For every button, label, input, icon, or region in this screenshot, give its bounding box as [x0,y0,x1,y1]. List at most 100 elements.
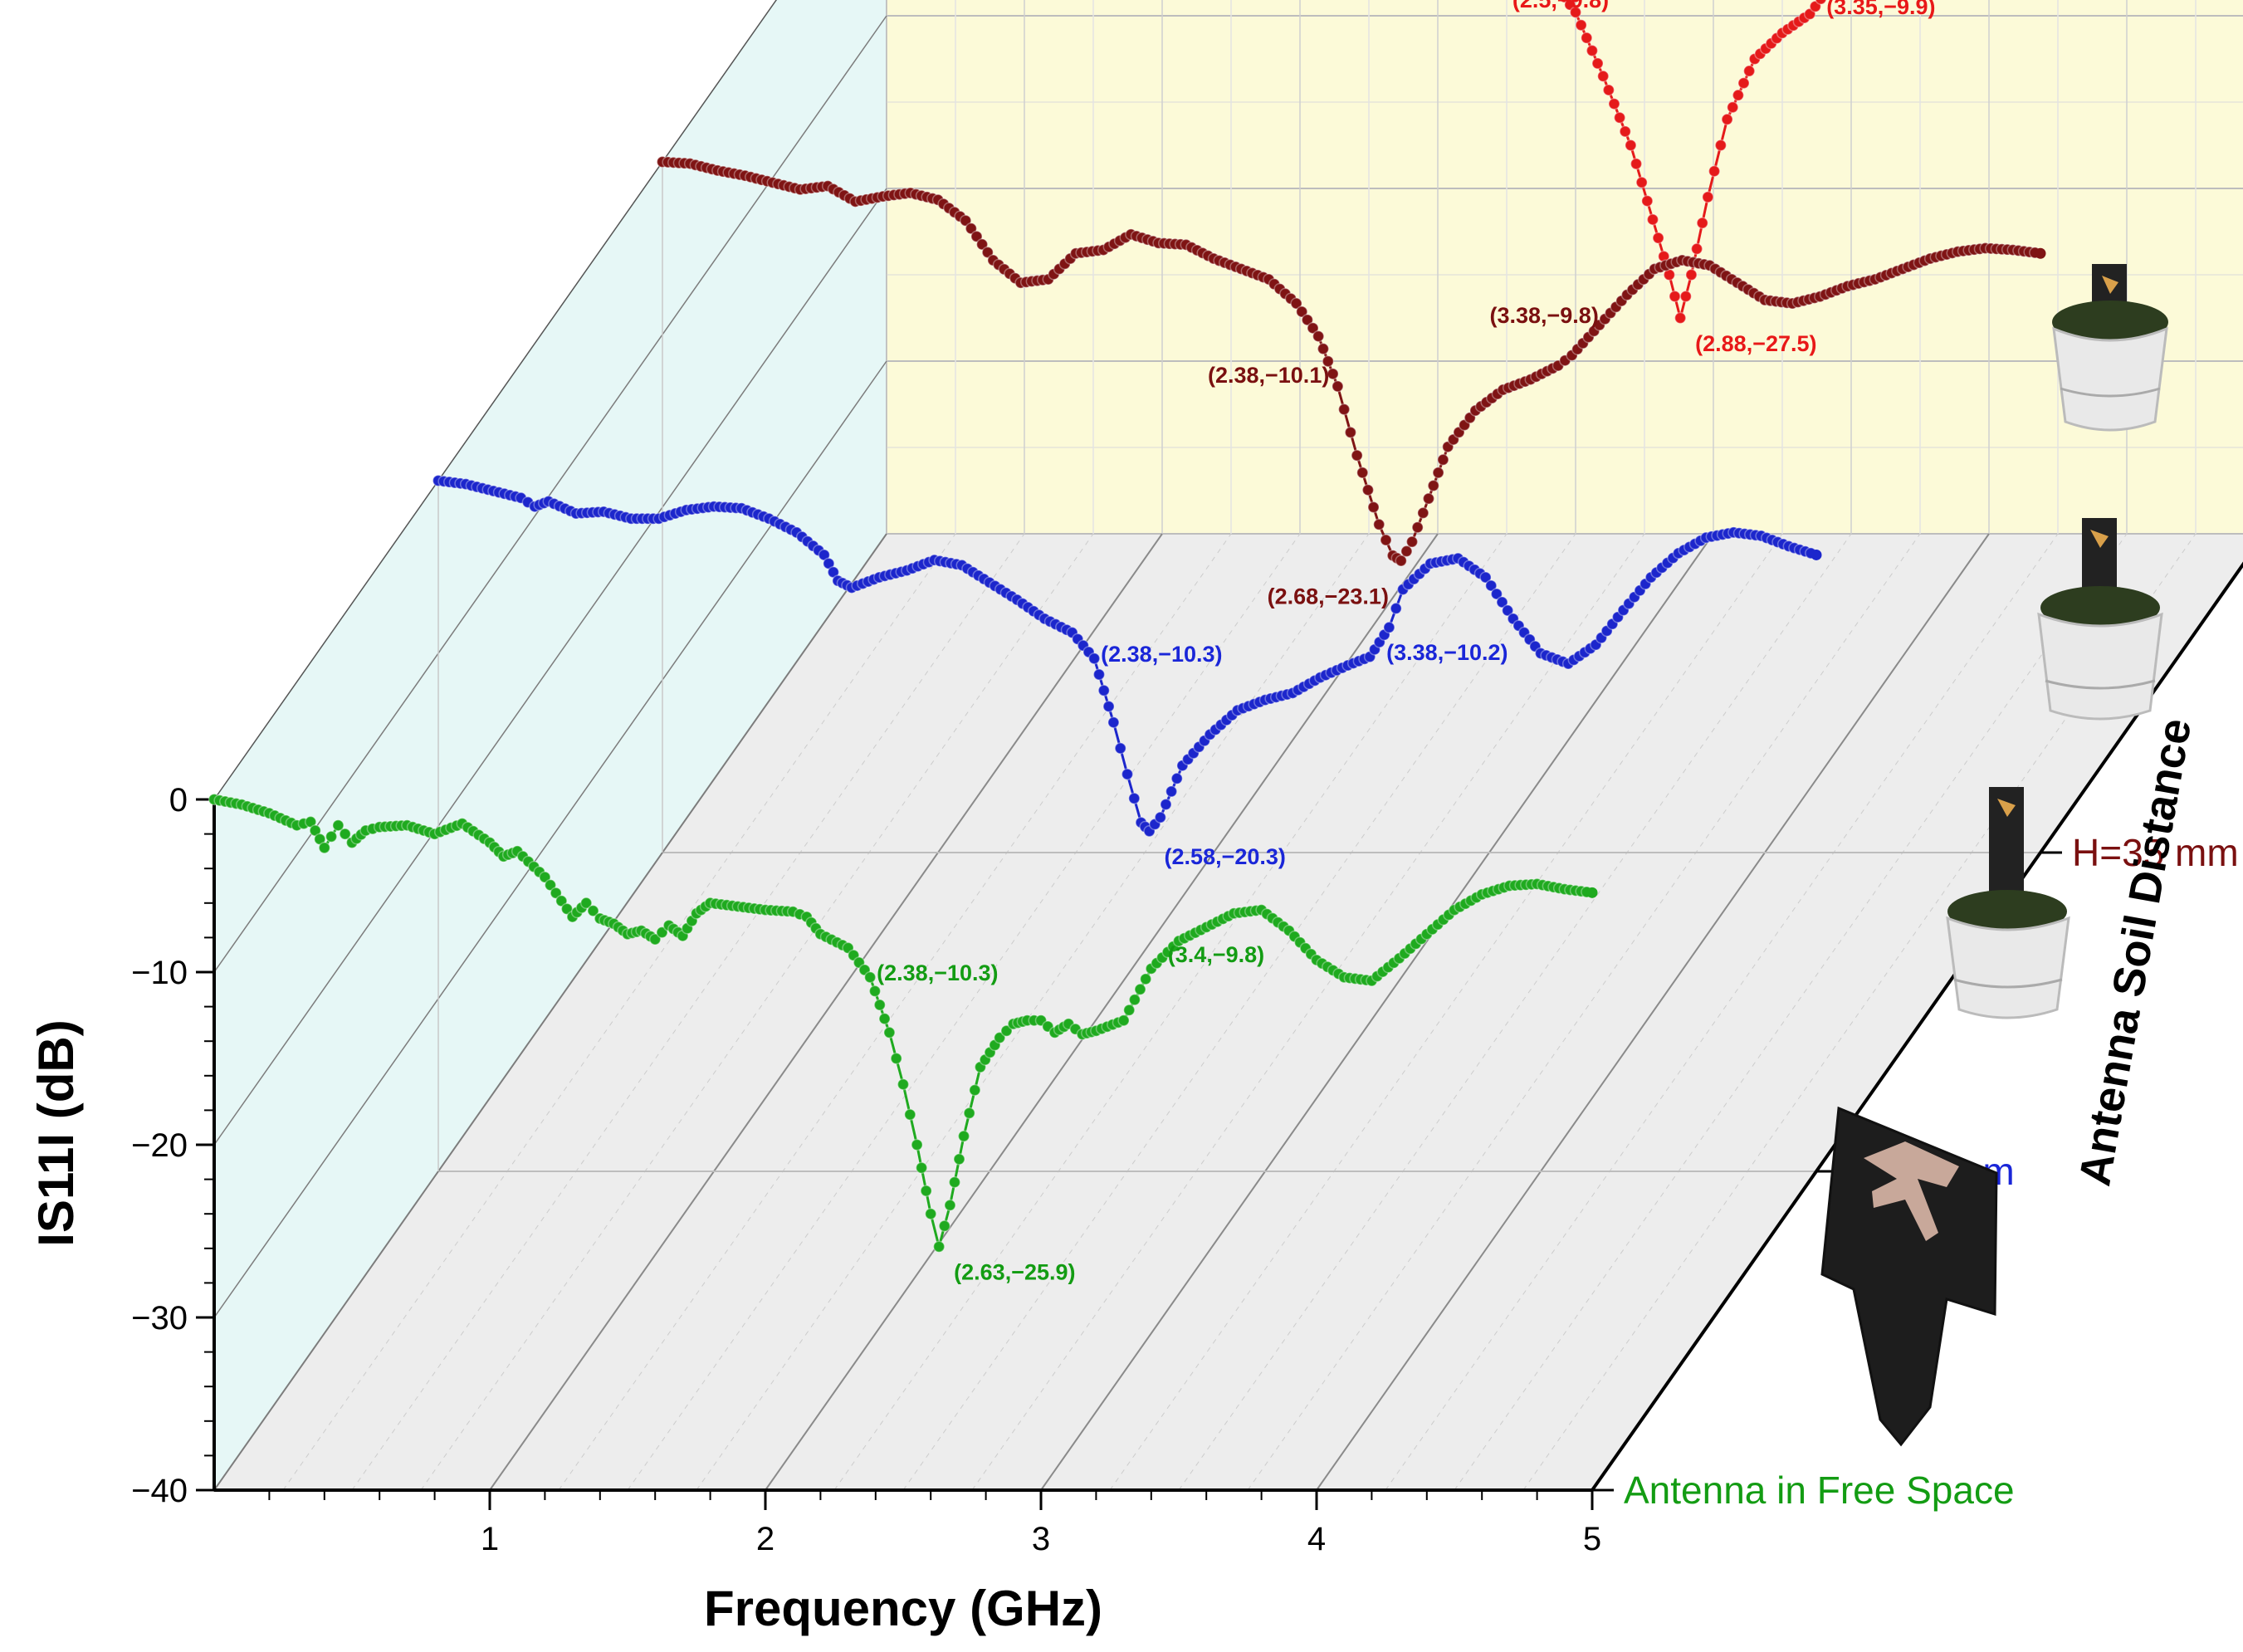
data-point [1097,684,1111,696]
data-point [1380,534,1392,546]
data-point [970,230,983,243]
data-point [1696,217,1708,229]
plant-pot-h0-icon [2052,264,2168,432]
data-point [1496,596,1508,609]
data-label: (2.63,−25.9) [954,1260,1075,1285]
data-point [1742,65,1756,77]
data-point [853,956,866,969]
data-point [1602,84,1615,96]
data-label: (2.88,−27.5) [1695,331,1816,356]
data-point [587,904,599,917]
y-tick-label: 0 [169,782,188,819]
data-point [1437,453,1449,467]
data-point [1679,290,1693,303]
series-3 [1559,0,1827,325]
data-point [539,871,551,883]
antenna-card-icon [1820,1106,1998,1447]
data-point [1685,268,1698,281]
data-point [1301,314,1314,326]
data-point [1344,426,1357,439]
data-point [1327,368,1339,380]
gridline-floor [1316,533,1990,1491]
data-point [1586,44,1599,57]
data-point [1000,1024,1013,1037]
series-1 [432,474,1822,838]
data-point [2035,247,2046,259]
data-point [818,549,831,561]
data-point [1422,492,1435,505]
data-point [1367,501,1380,514]
data-point [1591,57,1604,70]
gridline-floor [1040,533,1714,1491]
data-point [863,970,877,984]
data-point [1726,100,1739,114]
data-point [1372,518,1385,531]
data-point [897,1078,910,1091]
data-point [1569,6,1582,19]
data-point [1586,887,1598,898]
data-point [309,824,321,837]
data-point [1154,811,1167,824]
data-point [1581,32,1593,44]
data-point [1674,311,1687,325]
data-point [544,878,557,892]
data-point [1803,7,1816,21]
data-point [1107,716,1120,729]
data-point [911,1138,923,1151]
data-label: (2.5,−9.8) [1512,0,1609,12]
data-label: (3.38,−9.8) [1489,303,1598,328]
data-point [1361,483,1375,496]
data-label: (3.38,−10.2) [1386,640,1508,665]
data-point [957,1130,970,1142]
data-point [948,1175,961,1189]
data-point [325,830,338,843]
data-point [924,1207,937,1220]
data-point [858,964,871,976]
data-point [1732,89,1745,101]
plant-pot-h70-icon [1946,787,2070,1019]
y-tick-label: −20 [131,1127,188,1164]
data-point [904,1108,916,1121]
data-point [1669,290,1681,303]
x-tick-label: 3 [1032,1521,1050,1557]
data-point [1811,549,1822,560]
z-axis-title: Antenna Soil Distance [2070,715,2201,1190]
data-point [314,833,326,846]
data-point [1356,467,1369,479]
data-point [915,1161,928,1174]
series-0 [208,793,1598,1253]
data-point [1721,113,1733,126]
x-axis-title: Frequency (GHz) [704,1581,1102,1636]
data-point [1613,111,1626,124]
data-point [1337,403,1351,416]
gridline-floor [489,533,1163,1491]
data-point [1815,0,1827,5]
data-point [1351,449,1363,462]
data-point [1608,97,1620,110]
data-label: (2.68,−23.1) [1268,584,1389,609]
data-point [842,941,854,955]
data-point [965,222,978,235]
data-label: (3.35,−9.9) [1826,0,1935,19]
data-point [981,246,994,259]
y-tick-label: −30 [131,1300,188,1337]
data-point [1417,506,1429,520]
data-point [1139,973,1152,985]
data-point [1596,70,1610,83]
data-point [1635,176,1648,188]
back-wall-plane [886,0,2243,535]
data-point [1114,742,1126,755]
data-point [883,1026,896,1039]
data-point [1405,535,1419,548]
data-point [1290,297,1302,310]
data-point [1128,792,1141,804]
y-tick-label: −10 [131,955,188,991]
data-point [1395,555,1408,567]
data-point [1809,0,1822,13]
x-tick-label: 5 [1583,1521,1601,1557]
data-point [318,841,331,854]
data-point [1702,191,1714,203]
data-point [1690,242,1703,256]
gridline-side [213,533,887,1491]
